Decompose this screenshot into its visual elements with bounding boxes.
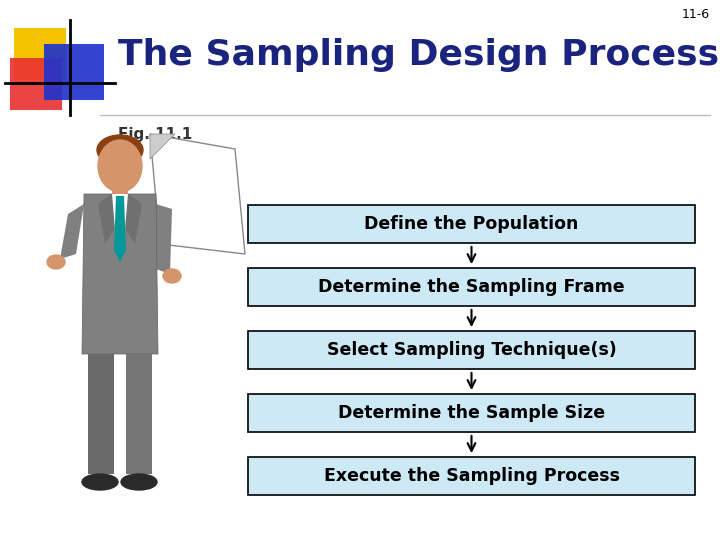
FancyBboxPatch shape	[248, 205, 695, 243]
Text: The Sampling Design Process: The Sampling Design Process	[118, 38, 719, 72]
Text: Define the Population: Define the Population	[364, 215, 579, 233]
FancyBboxPatch shape	[248, 394, 695, 432]
Polygon shape	[98, 194, 115, 244]
Text: Fig. 11.1: Fig. 11.1	[118, 127, 192, 143]
FancyBboxPatch shape	[248, 268, 695, 306]
Ellipse shape	[82, 474, 118, 490]
Ellipse shape	[163, 269, 181, 283]
Text: Determine the Sample Size: Determine the Sample Size	[338, 404, 605, 422]
Polygon shape	[114, 196, 126, 262]
Ellipse shape	[47, 255, 65, 269]
Text: 11-6: 11-6	[682, 8, 710, 21]
Polygon shape	[156, 204, 172, 274]
Text: Determine the Sampling Frame: Determine the Sampling Frame	[318, 278, 625, 296]
Text: Execute the Sampling Process: Execute the Sampling Process	[323, 467, 619, 485]
Ellipse shape	[121, 474, 157, 490]
FancyBboxPatch shape	[44, 44, 104, 100]
Ellipse shape	[97, 135, 143, 165]
Polygon shape	[108, 194, 132, 230]
FancyBboxPatch shape	[14, 28, 66, 80]
FancyBboxPatch shape	[112, 184, 128, 196]
FancyBboxPatch shape	[248, 457, 695, 495]
Polygon shape	[150, 134, 245, 254]
FancyBboxPatch shape	[10, 58, 62, 110]
FancyBboxPatch shape	[88, 354, 114, 474]
Ellipse shape	[98, 140, 142, 192]
Polygon shape	[82, 194, 158, 354]
FancyBboxPatch shape	[126, 354, 152, 474]
FancyBboxPatch shape	[248, 331, 695, 369]
Text: Select Sampling Technique(s): Select Sampling Technique(s)	[327, 341, 616, 359]
Polygon shape	[60, 204, 84, 259]
Polygon shape	[125, 194, 142, 244]
Polygon shape	[150, 134, 175, 159]
